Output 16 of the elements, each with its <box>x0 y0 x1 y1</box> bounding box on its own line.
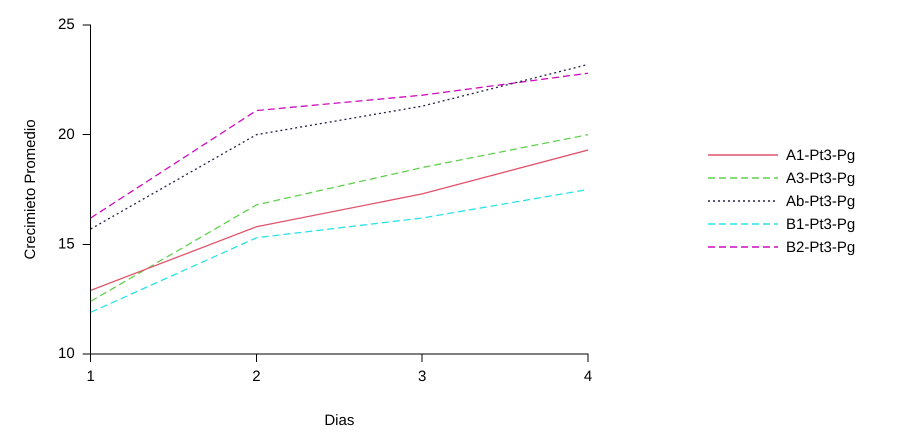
legend-label: A3-Pt3-Pg <box>786 170 856 186</box>
y-tick-label: 15 <box>58 235 75 252</box>
x-tick-label: 4 <box>584 368 592 386</box>
y-tick-label: 20 <box>58 126 75 143</box>
y-tick-label: 25 <box>58 16 75 34</box>
x-tick-label: 2 <box>252 368 261 386</box>
legend-label: B2-Pt3-Pg <box>786 238 856 256</box>
line-series <box>90 134 588 302</box>
x-axis-title: Dias <box>324 412 354 430</box>
y-axis-title: Crecimieto Promedio <box>22 119 40 260</box>
legend-label: A1-Pt3-Pg <box>786 146 856 164</box>
x-tick-label: 1 <box>86 368 95 386</box>
x-tick-label: 3 <box>418 368 426 386</box>
legend-label: B1-Pt3-Pg <box>786 216 856 232</box>
y-tick-label: 10 <box>58 345 75 362</box>
legend-label: Ab-Pt3-Pg <box>786 192 856 210</box>
